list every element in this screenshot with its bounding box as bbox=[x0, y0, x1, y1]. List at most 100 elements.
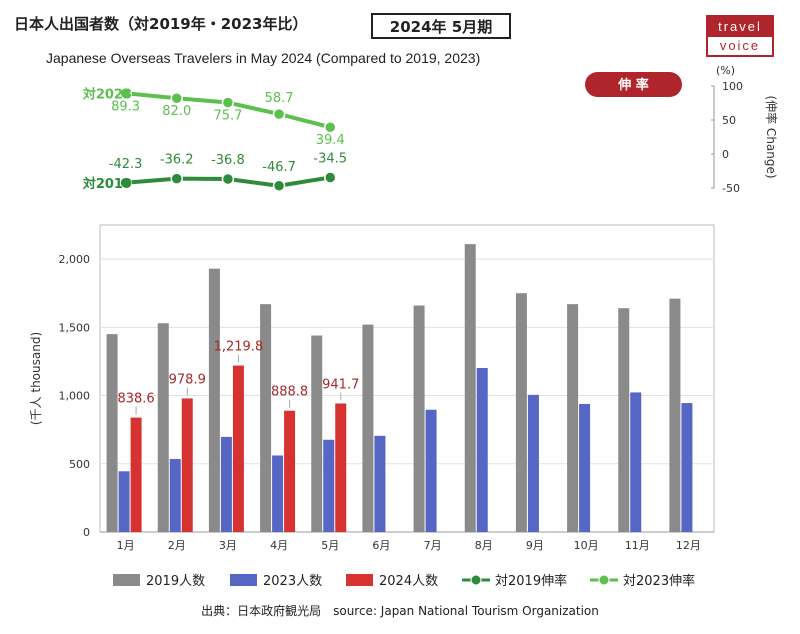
point-vs2023 bbox=[324, 120, 337, 134]
legend-marker bbox=[470, 574, 482, 586]
point-vs2019 bbox=[324, 171, 337, 184]
x-tick-label: 1月 bbox=[117, 539, 135, 552]
change-rate-badge-label: 伸 率 bbox=[617, 77, 649, 93]
bar-2023 bbox=[527, 394, 539, 532]
bar-2019 bbox=[362, 324, 374, 532]
bar-2023 bbox=[220, 436, 232, 532]
chart-subtitle: Japanese Overseas Travelers in May 2024 … bbox=[46, 50, 481, 66]
point-vs2019 bbox=[221, 172, 235, 186]
y-tick-label: 1,000 bbox=[59, 390, 91, 403]
bar-data-label-2024: 978.9 bbox=[169, 372, 206, 387]
line-y-axis-label: (伸率 Change) bbox=[764, 95, 779, 178]
bar-2024 bbox=[181, 398, 193, 532]
bar-2024 bbox=[284, 410, 296, 532]
x-tick-label: 11月 bbox=[625, 539, 650, 552]
x-tick-label: 5月 bbox=[321, 539, 339, 552]
bar-data-label-2024: 941.7 bbox=[322, 378, 359, 393]
bar-2023 bbox=[476, 367, 488, 532]
data-label-vs2023: 89.3 bbox=[111, 99, 140, 114]
bar-2019 bbox=[260, 304, 272, 532]
bar-2023 bbox=[169, 459, 181, 532]
bar-data-label-2024: 1,219.8 bbox=[214, 340, 264, 355]
period-box: 2024年 5月期 bbox=[371, 13, 511, 39]
bar-2023 bbox=[681, 403, 693, 532]
x-tick-label: 9月 bbox=[526, 539, 544, 552]
data-label-vs2023: 58.7 bbox=[265, 91, 294, 106]
series-name-vs2023: 対2023 bbox=[82, 86, 132, 102]
bar-2023 bbox=[579, 404, 591, 532]
point-vs2023 bbox=[221, 96, 235, 109]
legend-swatch bbox=[346, 574, 373, 586]
point-vs2023 bbox=[119, 87, 132, 100]
bar-2024 bbox=[232, 365, 244, 532]
bar-data-label-2024: 838.6 bbox=[117, 392, 154, 407]
source-note: 出典：日本政府観光局 source: Japan National Touris… bbox=[201, 604, 599, 618]
bar-2023 bbox=[425, 409, 437, 532]
x-tick-label: 10月 bbox=[574, 539, 599, 552]
y-tick-label: 2,000 bbox=[59, 253, 91, 266]
data-label-vs2023: 82.0 bbox=[162, 104, 191, 119]
bar-2023 bbox=[272, 455, 284, 532]
point-vs2019 bbox=[170, 172, 183, 185]
bar-2019 bbox=[311, 335, 323, 532]
bar-2024 bbox=[335, 403, 347, 532]
bar-2019 bbox=[106, 334, 118, 532]
data-label-vs2019: -34.5 bbox=[313, 151, 347, 166]
line-y-tick-label: 0 bbox=[722, 148, 729, 161]
bar-2019 bbox=[464, 244, 476, 532]
line-y-tick-label: -50 bbox=[722, 182, 740, 195]
point-vs2023 bbox=[272, 107, 286, 121]
legend-label: 2024人数 bbox=[379, 574, 438, 589]
data-label-vs2023: 39.4 bbox=[316, 133, 345, 148]
line-y-tick-label: 100 bbox=[722, 80, 743, 93]
x-tick-label: 4月 bbox=[270, 539, 288, 552]
bar-2024 bbox=[130, 417, 142, 532]
change-rate-badge bbox=[585, 72, 682, 97]
bar-2019 bbox=[157, 323, 169, 532]
x-tick-label: 2月 bbox=[168, 539, 186, 552]
bar-2019 bbox=[208, 268, 220, 532]
legend-label: 対2023伸率 bbox=[623, 573, 695, 589]
x-tick-label: 8月 bbox=[475, 539, 493, 552]
page-title: 日本人出国者数（対2019年・2023年比） bbox=[14, 15, 308, 33]
series-name-vs2019: 対2019 bbox=[82, 176, 132, 192]
x-tick-label: 7月 bbox=[424, 539, 442, 552]
y-tick-label: 500 bbox=[69, 458, 90, 471]
legend-swatch bbox=[113, 574, 140, 586]
y-tick-label: 1,500 bbox=[59, 321, 91, 334]
bar-2019 bbox=[669, 298, 681, 532]
data-label-vs2019: -36.2 bbox=[160, 153, 194, 168]
x-tick-label: 12月 bbox=[676, 539, 701, 552]
x-tick-label: 3月 bbox=[219, 539, 237, 552]
y-tick-label: 0 bbox=[83, 526, 90, 539]
bar-2019 bbox=[567, 304, 579, 532]
y-axis-label: (千人 thousand) bbox=[29, 332, 43, 425]
line-y-tick-label: 50 bbox=[722, 114, 736, 127]
bar-2019 bbox=[413, 305, 425, 532]
logo-text-bottom: voice bbox=[719, 38, 761, 53]
bar-2023 bbox=[323, 439, 335, 532]
data-label-vs2019: -42.3 bbox=[109, 157, 143, 172]
line-unit-label: (%) bbox=[716, 64, 735, 77]
point-vs2023 bbox=[170, 91, 183, 105]
legend-label: 対2019伸率 bbox=[495, 573, 567, 589]
point-vs2019 bbox=[272, 179, 286, 193]
x-tick-label: 6月 bbox=[372, 539, 390, 552]
bar-2019 bbox=[515, 293, 527, 532]
point-vs2019 bbox=[119, 176, 132, 190]
data-label-vs2023: 75.7 bbox=[213, 109, 242, 124]
bar-2023 bbox=[630, 392, 642, 532]
travelvoice-logo: travel voice bbox=[706, 15, 774, 57]
bar-data-label-2024: 888.8 bbox=[271, 385, 308, 400]
logo-text-top: travel bbox=[708, 17, 772, 37]
legend-marker bbox=[598, 574, 610, 586]
bar-2023 bbox=[118, 471, 130, 532]
legend-swatch bbox=[230, 574, 257, 586]
bar-2019 bbox=[618, 308, 630, 532]
data-label-vs2019: -36.8 bbox=[211, 153, 245, 168]
legend-label: 2023人数 bbox=[263, 574, 322, 589]
data-label-vs2019: -46.7 bbox=[262, 160, 296, 175]
bar-2023 bbox=[374, 435, 386, 532]
legend-label: 2019人数 bbox=[146, 574, 205, 589]
